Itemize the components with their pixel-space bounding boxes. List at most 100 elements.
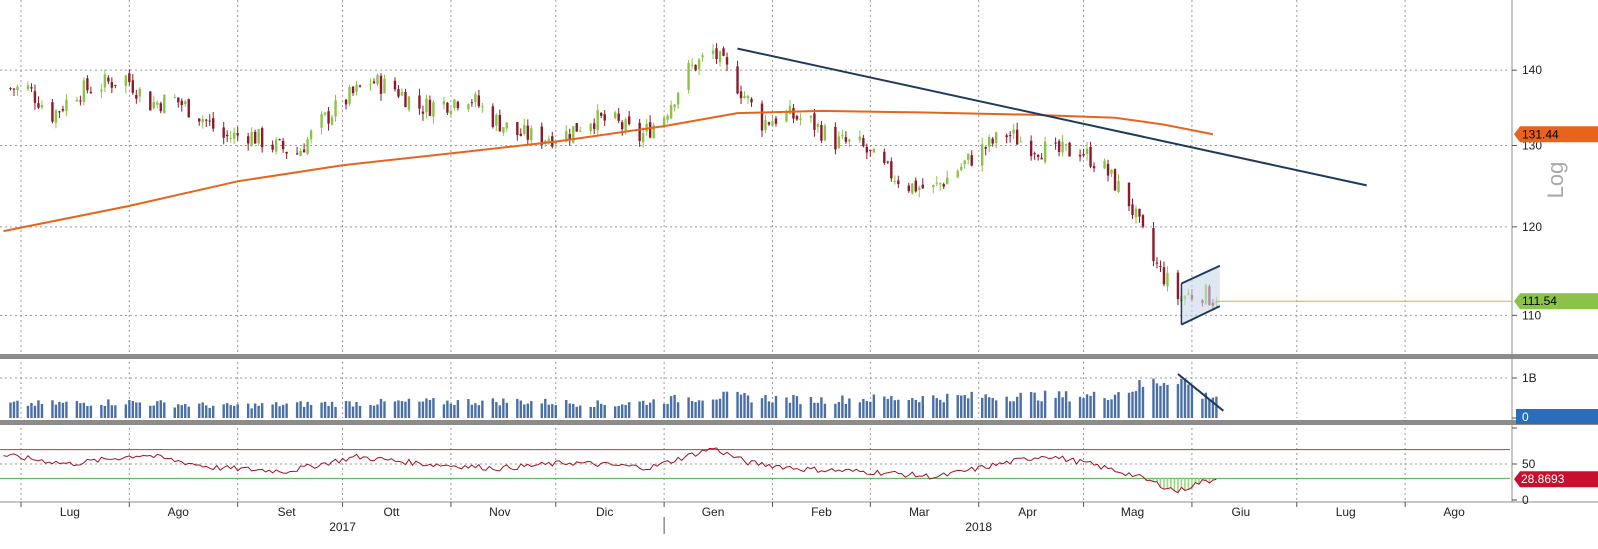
candle-body bbox=[428, 99, 432, 116]
price-tick-label: 140 bbox=[1522, 63, 1542, 77]
volume-bar bbox=[51, 400, 54, 418]
volume-bar bbox=[271, 404, 274, 418]
candle bbox=[180, 98, 183, 112]
candle-body bbox=[79, 100, 82, 102]
candle bbox=[51, 99, 54, 124]
candle bbox=[883, 148, 886, 166]
candle-body bbox=[222, 127, 225, 138]
candle-body bbox=[344, 99, 348, 105]
volume-bar bbox=[54, 404, 58, 418]
candle bbox=[980, 137, 984, 173]
candle-body bbox=[946, 177, 949, 185]
volume-bar bbox=[114, 405, 117, 418]
volume-bar bbox=[103, 405, 107, 418]
volume-bar bbox=[1043, 390, 1047, 418]
month-label: Gen bbox=[702, 505, 725, 519]
volume-bar bbox=[848, 398, 851, 418]
candle-body bbox=[302, 149, 306, 153]
volume-bar bbox=[844, 403, 848, 418]
volume-bar bbox=[131, 401, 135, 418]
volume-bar bbox=[638, 401, 641, 418]
volume-bar bbox=[1166, 384, 1169, 418]
candle bbox=[1040, 152, 1043, 160]
candle bbox=[481, 103, 484, 113]
candle-body bbox=[1054, 142, 1057, 144]
volume-bar bbox=[568, 403, 571, 418]
volume-bar bbox=[75, 401, 79, 418]
candle-body bbox=[1061, 141, 1064, 153]
candle bbox=[613, 110, 617, 120]
osc-last-badge: 28.8693 bbox=[1514, 471, 1598, 488]
candle bbox=[1089, 141, 1092, 169]
candle bbox=[82, 77, 86, 106]
candle-body bbox=[593, 123, 596, 130]
candle-body bbox=[1166, 272, 1169, 287]
candle bbox=[75, 96, 79, 102]
volume-bar bbox=[575, 406, 578, 418]
volume-bar bbox=[516, 398, 519, 418]
volume-bar bbox=[792, 394, 795, 418]
volume-bar bbox=[673, 394, 676, 418]
volume-bar bbox=[456, 400, 460, 418]
candle bbox=[477, 89, 481, 109]
volume-bar bbox=[1061, 397, 1064, 418]
volume-bar bbox=[467, 399, 470, 418]
candle bbox=[994, 131, 998, 149]
candle bbox=[33, 84, 37, 110]
volume-bar bbox=[589, 406, 592, 418]
volume-bar bbox=[547, 404, 550, 418]
volume-bar bbox=[1162, 383, 1166, 418]
candle-body bbox=[1033, 153, 1036, 155]
volume-bar bbox=[809, 396, 813, 418]
candle bbox=[393, 77, 397, 92]
volume-bar bbox=[1208, 400, 1211, 418]
candle-body bbox=[425, 98, 428, 113]
volume-bar bbox=[295, 402, 299, 418]
candle bbox=[1019, 136, 1022, 143]
candle bbox=[372, 78, 376, 84]
volume-bar bbox=[222, 404, 225, 418]
volume-bar bbox=[918, 402, 921, 418]
volume-bar bbox=[446, 400, 449, 418]
candle-body bbox=[110, 82, 114, 88]
volume-bar bbox=[1015, 396, 1019, 418]
candle-body bbox=[662, 117, 666, 127]
candle bbox=[1106, 159, 1110, 182]
candle-body bbox=[669, 105, 673, 119]
candle-body bbox=[309, 130, 313, 140]
candle-body bbox=[397, 89, 400, 97]
volume-bar bbox=[617, 405, 620, 418]
volume-bar bbox=[788, 402, 792, 418]
volume-bar bbox=[232, 405, 236, 418]
volume-bar bbox=[432, 398, 435, 418]
volume-bar bbox=[530, 401, 533, 418]
candle-body bbox=[869, 149, 872, 151]
volume-bar bbox=[260, 403, 264, 418]
candle bbox=[232, 127, 236, 145]
candle-body bbox=[1089, 146, 1092, 167]
candle-body bbox=[348, 87, 351, 104]
candle-body bbox=[358, 85, 362, 87]
volume-bar bbox=[816, 402, 820, 418]
candle bbox=[177, 97, 180, 108]
candle bbox=[1008, 131, 1012, 143]
candle-body bbox=[236, 133, 239, 136]
candle-body bbox=[418, 95, 421, 109]
volume-bar bbox=[253, 403, 257, 418]
candle-body bbox=[816, 124, 820, 128]
volume-bar bbox=[862, 398, 865, 418]
candle bbox=[187, 98, 190, 118]
volume-bar bbox=[498, 405, 502, 418]
volume-bar bbox=[1103, 398, 1106, 418]
candle-body bbox=[369, 83, 372, 85]
candle-body bbox=[442, 101, 446, 105]
volume-bar bbox=[302, 406, 306, 418]
volume-bar bbox=[984, 394, 987, 418]
volume-bar bbox=[799, 404, 802, 418]
candle-body bbox=[736, 66, 739, 94]
volume-bar bbox=[320, 402, 323, 418]
candle-body bbox=[834, 126, 837, 150]
candle-body bbox=[697, 59, 701, 70]
candle-body bbox=[327, 111, 330, 124]
candle bbox=[299, 148, 302, 157]
